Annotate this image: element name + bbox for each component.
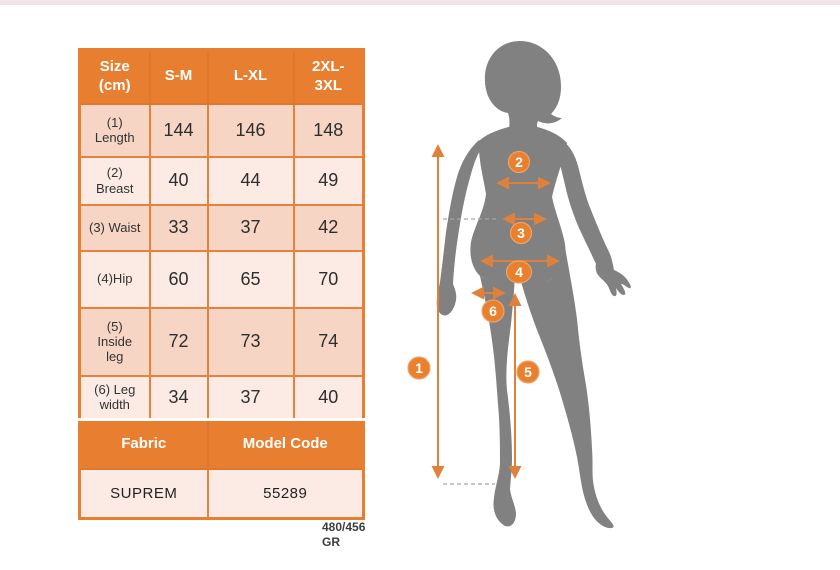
- size-chart-table: Size (cm) S-M L-XL 2XL- 3XL (1) Length 1…: [78, 48, 365, 520]
- measure-marker-2: 2: [507, 150, 531, 174]
- col-header-size-cm: Size (cm): [78, 48, 151, 105]
- svg-text:4: 4: [515, 264, 523, 280]
- table-row-leg-width: (6) Leg width 34 37 40: [78, 374, 365, 421]
- table-row-length: (1) Length 144 146 148: [78, 102, 365, 158]
- weight-note: 480/456 GR: [322, 520, 365, 549]
- fabric-header-row: Fabric Model Code: [78, 418, 365, 470]
- col-header-2xl-3xl: 2XL- 3XL: [292, 48, 365, 105]
- cell-value: 144: [148, 102, 209, 158]
- table-row-waist: (3) Waist 33 37 42: [78, 203, 365, 252]
- row-label: (4)Hip: [78, 249, 151, 309]
- silhouette-right-arm: [543, 140, 631, 297]
- cell-value: 40: [148, 155, 209, 206]
- fabric-value: SUPREM: [78, 467, 209, 520]
- svg-text:6: 6: [489, 303, 497, 319]
- svg-text:1: 1: [415, 360, 423, 376]
- cell-value: 146: [206, 102, 295, 158]
- fabric-value-row: SUPREM 55289: [78, 467, 365, 520]
- col-header-l-xl: L-XL: [206, 48, 295, 105]
- row-label: (2) Breast: [78, 155, 151, 206]
- cell-value: 42: [292, 203, 365, 252]
- row-label: (1) Length: [78, 102, 151, 158]
- weight-note-line1: 480/456: [322, 520, 366, 534]
- silhouette-head: [484, 41, 562, 137]
- weight-note-line2: GR: [322, 534, 340, 549]
- page-top-strip: [0, 0, 840, 5]
- silhouette-left-leg: [480, 267, 516, 527]
- cell-value: 40: [292, 374, 365, 421]
- row-label: (5) Inside leg: [78, 306, 151, 377]
- cell-value: 73: [206, 306, 295, 377]
- row-label: (3) Waist: [78, 203, 151, 252]
- measure-marker-1: 1: [407, 356, 431, 380]
- cell-value: 70: [292, 249, 365, 309]
- svg-text:2: 2: [515, 154, 523, 170]
- cell-value: 37: [206, 374, 295, 421]
- cell-value: 72: [148, 306, 209, 377]
- cell-value: 74: [292, 306, 365, 377]
- fabric-header: Fabric: [78, 418, 209, 470]
- measure-marker-3: 3: [509, 221, 533, 245]
- woman-silhouette: [436, 41, 631, 529]
- cell-value: 33: [148, 203, 209, 252]
- cell-value: 148: [292, 102, 365, 158]
- row-label: (6) Leg width: [78, 374, 151, 421]
- table-row-hip: (4)Hip 60 65 70: [78, 249, 365, 309]
- cell-value: 44: [206, 155, 295, 206]
- body-measurement-figure: 1 2 3 4 5 6: [407, 41, 631, 529]
- cell-value: 37: [206, 203, 295, 252]
- cell-value: 34: [148, 374, 209, 421]
- table-row-inside-leg: (5) Inside leg 72 73 74: [78, 306, 365, 377]
- col-header-s-m: S-M: [148, 48, 209, 105]
- silhouette-left-arm: [436, 140, 484, 316]
- silhouette-right-leg: [517, 247, 614, 529]
- cell-value: 65: [206, 249, 295, 309]
- cell-value: 49: [292, 155, 365, 206]
- measure-markers: 1 2 3 4 5 6: [407, 150, 540, 384]
- dashed-guides: [443, 218, 497, 485]
- measure-marker-4: 4: [505, 260, 533, 284]
- model-code-header: Model Code: [206, 418, 365, 470]
- measure-marker-6: 6: [481, 299, 505, 323]
- measure-marker-5: 5: [516, 360, 540, 384]
- table-header-row: Size (cm) S-M L-XL 2XL- 3XL: [78, 48, 365, 105]
- cell-value: 60: [148, 249, 209, 309]
- svg-text:3: 3: [517, 225, 525, 241]
- silhouette-torso: [470, 125, 567, 284]
- measurement-arrows: [431, 144, 560, 479]
- table-row-breast: (2) Breast 40 44 49: [78, 155, 365, 206]
- model-code-value: 55289: [206, 467, 365, 520]
- svg-text:5: 5: [524, 364, 532, 380]
